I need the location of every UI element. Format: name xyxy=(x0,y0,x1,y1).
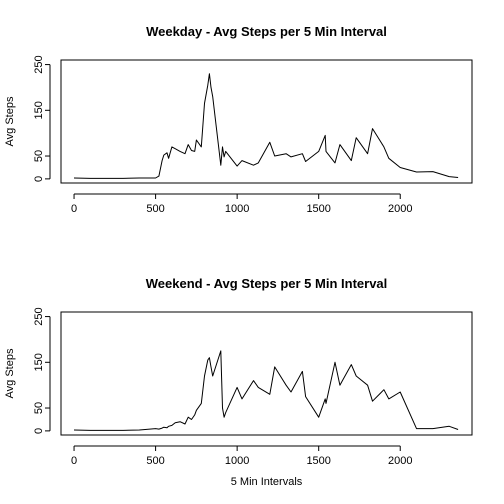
x-tick-label: 1000 xyxy=(225,455,249,467)
series-line xyxy=(74,351,458,431)
y-tick-label: 150 xyxy=(33,101,45,119)
x-tick-label: 500 xyxy=(146,455,164,467)
x-tick-label: 1500 xyxy=(306,203,330,215)
weekend-panel: Weekend - Avg Steps per 5 Min Interval 0 5… xyxy=(4,276,472,488)
weekday-panel: Weekday - Avg Steps per 5 Min Interval 0 5… xyxy=(4,24,472,215)
plot-frame xyxy=(61,60,472,183)
y-tick-label: 250 xyxy=(33,55,45,73)
x-tick-label: 2000 xyxy=(388,203,412,215)
x-tick-label: 2000 xyxy=(388,455,412,467)
y-axis-label: Avg Steps xyxy=(4,348,16,398)
x-tick-label: 1500 xyxy=(306,455,330,467)
y-axis-label: Avg Steps xyxy=(4,96,16,146)
y-tick-label: 150 xyxy=(33,353,45,371)
x-axis-label: 5 Min Intervals xyxy=(231,476,303,488)
plot-frame xyxy=(61,312,472,435)
chart-title: Weekday - Avg Steps per 5 Min Interval xyxy=(146,24,387,39)
y-tick-label: 0 xyxy=(33,176,45,182)
series-line xyxy=(74,74,458,179)
x-tick-label: 1000 xyxy=(225,203,249,215)
x-tick-label: 500 xyxy=(146,203,164,215)
chart-title: Weekend - Avg Steps per 5 Min Interval xyxy=(146,276,388,291)
y-tick-label: 50 xyxy=(33,150,45,162)
y-tick-label: 0 xyxy=(33,428,45,434)
y-tick-label: 50 xyxy=(33,402,45,414)
y-tick-label: 250 xyxy=(33,307,45,325)
x-tick-label: 0 xyxy=(71,455,77,467)
x-tick-label: 0 xyxy=(71,203,77,215)
